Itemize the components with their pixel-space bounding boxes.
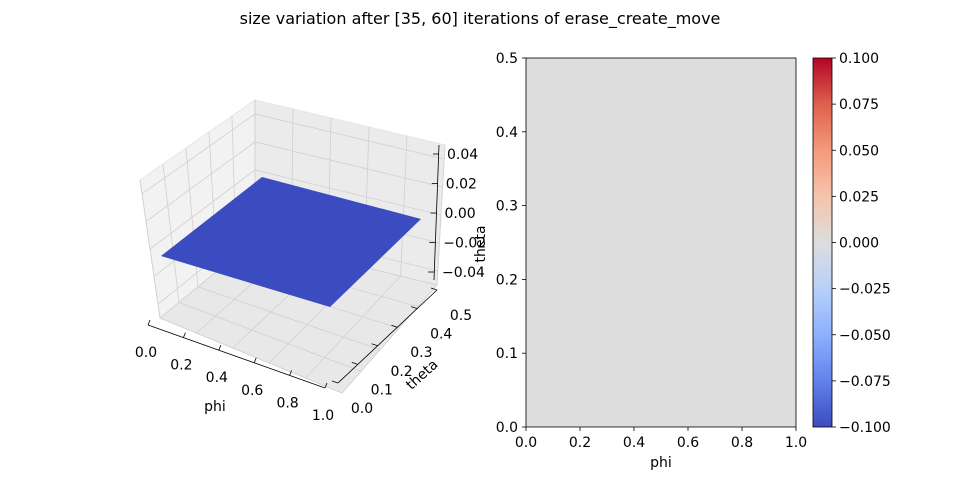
colorbar: −0.100 −0.075 −0.050 −0.025 0.000 0.025 0.050 0…: [812, 51, 891, 436]
y-tick-label-2d: 0.5: [496, 51, 518, 67]
y-tick-3d: [411, 306, 418, 309]
z-tick-label-3d: 0.02: [446, 177, 477, 193]
x-tick-3d: [218, 345, 222, 351]
x-tick-label-3d: 1.0: [312, 408, 334, 424]
y-tick-3d: [351, 362, 358, 365]
y-tick-label-2d: 0.1: [496, 346, 518, 362]
heatmap-cell: [526, 58, 796, 427]
surface-plane: [161, 177, 421, 307]
colorbar-ticks: −0.100 −0.075 −0.050 −0.025 0.000 0.025 0.050 0…: [832, 51, 891, 436]
gridline-3d: [305, 275, 401, 379]
gridline-3d: [145, 141, 256, 222]
colorbar-tick-label: 0.050: [839, 143, 879, 159]
colorbar-tick-label: −0.075: [839, 374, 891, 390]
x-tick-label-2d: 0.4: [623, 435, 645, 451]
gridline-3d: [178, 302, 362, 372]
y-tick-label-3d: 0.3: [410, 345, 432, 361]
y-axis-label-2d: theta: [473, 225, 489, 262]
gridline-3d: [254, 169, 442, 216]
colorbar-tick-label: −0.050: [839, 328, 891, 344]
z-tick-label-3d: −0.02: [443, 236, 486, 252]
z-tick-label-3d: 0.00: [445, 206, 476, 222]
x-tick-label-3d: 0.0: [135, 345, 157, 361]
surface-3d-axes: 0.0 0.2 0.4 0.6 0.8 1.0 0.0 0.1 0.2 0.3 0.4 0.5 −0.0…: [135, 99, 486, 424]
x-tick-label-2d: 1.0: [785, 435, 807, 451]
x-tick-3d: [183, 332, 186, 338]
y-axis-label-3d: theta: [403, 357, 441, 394]
y-tick-label-3d: 0.2: [390, 364, 412, 380]
colorbar-tick-label: 0.075: [839, 97, 879, 113]
gridline-3d: [159, 317, 343, 394]
x-tick-label-2d: 0.8: [731, 435, 753, 451]
x-tick-3d: [289, 370, 292, 376]
gridline-3d: [141, 113, 256, 195]
y-tick-label-2d: 0.0: [496, 420, 518, 436]
colorbar-tick-label: 0.025: [839, 189, 879, 205]
y-tick-3d: [371, 343, 378, 347]
gridline-3d: [149, 169, 256, 250]
x-axis-label-2d: phi: [650, 455, 672, 471]
y-tick-label-3d: 0.1: [371, 382, 393, 398]
heatmap-frame: [525, 57, 797, 428]
y-tick-label-2d: 0.3: [496, 199, 518, 215]
x-tick-label-2d: 0.6: [677, 435, 699, 451]
x-tick-3d: [324, 382, 328, 389]
gridline-3d: [341, 284, 438, 394]
ticks-2d: 0.0 0.2 0.4 0.6 0.8 1.0 0.0 0.1 0.2 0.3 0.4 0.5: [496, 51, 807, 451]
x-tick-3d: [253, 357, 257, 363]
gridline-3d: [197, 286, 381, 351]
x-tick-label-3d: 0.2: [170, 358, 192, 374]
y-tick-label-3d: 0.5: [450, 308, 472, 324]
z-axis-line-3d: [433, 144, 440, 281]
colorbar-tick-label: −0.025: [839, 282, 891, 298]
x-axis-label-3d: phi: [204, 399, 226, 415]
y-tick-3d: [391, 324, 398, 328]
gridline-3d: [254, 113, 445, 160]
heatmap-axes: 0.0 0.2 0.4 0.6 0.8 1.0 0.0 0.1 0.2 0.3 0.4 0.5 phi…: [473, 51, 807, 471]
colorbar-tick-label: −0.100: [839, 420, 891, 436]
x-tick-label-3d: 0.8: [276, 395, 298, 411]
x-axis-line-3d: [147, 324, 326, 389]
x-tick-3d: [147, 319, 151, 326]
y-tick-label-3d: 0.0: [351, 401, 373, 417]
y-tick-3d: [331, 380, 339, 384]
ticks-3d: 0.0 0.2 0.4 0.6 0.8 1.0 0.0 0.1 0.2 0.3 0.4 0.5 −0.0…: [135, 147, 486, 424]
x-tick-label-2d: 0.0: [515, 435, 537, 451]
colorbar-tick-label: 0.100: [839, 51, 879, 67]
z-tick-label-3d: 0.04: [447, 147, 478, 163]
y-tick-label-2d: 0.4: [496, 125, 518, 141]
x-tick-label-3d: 0.4: [206, 370, 228, 386]
x-tick-label-2d: 0.2: [569, 435, 591, 451]
figure-title: size variation after [35, 60] iterations…: [240, 9, 721, 29]
colorbar-tick-label: 0.000: [839, 236, 879, 252]
y-tick-3d: [430, 287, 438, 291]
gridline-3d: [254, 141, 443, 188]
y-tick-label-2d: 0.2: [496, 272, 518, 288]
x-tick-label-3d: 0.6: [241, 383, 263, 399]
colorbar-fill: [813, 58, 832, 427]
y-tick-label-3d: 0.4: [430, 327, 452, 343]
z-tick-label-3d: −0.04: [442, 265, 485, 281]
y-axis-line-3d: [337, 289, 438, 384]
